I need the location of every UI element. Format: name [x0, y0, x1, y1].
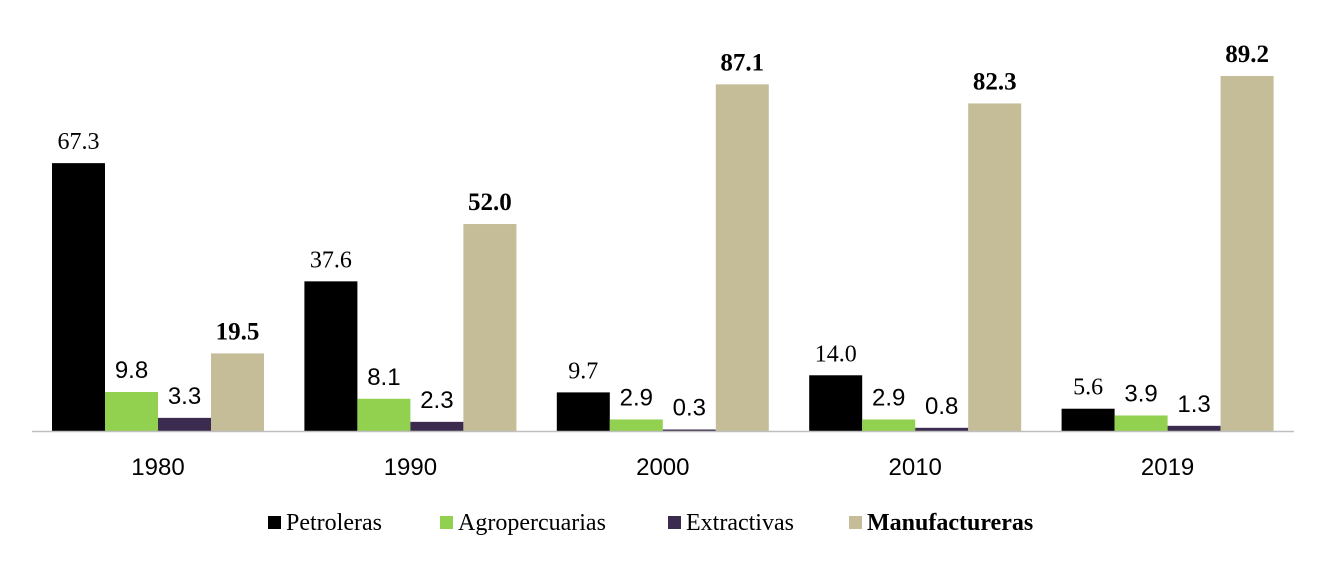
bar-agropercuarias-2000 [609, 419, 663, 431]
bar-manufactureras-1990 [463, 224, 517, 431]
legend-swatch-agropercuarias [440, 516, 453, 529]
bar-manufactureras-2000 [715, 84, 769, 431]
bar-agropercuarias-1980 [105, 391, 158, 431]
bar-extractivas-1980 [158, 417, 211, 431]
value-label-agropercuarias-1990: 8.1 [367, 364, 400, 391]
legend-swatch-manufactureras [849, 516, 862, 529]
legend-swatch-petroleras [268, 516, 281, 529]
bar-agropercuarias-1990 [357, 398, 411, 431]
value-label-petroleras-2010: 14.0 [815, 341, 857, 367]
bar-extractivas-2000 [662, 429, 716, 431]
value-label-petroleras-1990: 37.6 [310, 247, 352, 273]
value-label-petroleras-2019: 5.6 [1073, 375, 1103, 401]
bars-layer [52, 75, 1274, 432]
value-label-manufactureras-2010: 82.3 [973, 68, 1017, 95]
x-tick-label-1980: 1980 [131, 454, 184, 481]
value-label-petroleras-2000: 9.7 [568, 358, 598, 384]
value-label-agropercuarias-2019: 3.9 [1124, 380, 1157, 407]
legend-label-agropercuarias: Agropercuarias [458, 510, 606, 536]
value-label-agropercuarias-2010: 2.9 [872, 384, 905, 411]
value-label-manufactureras-1990: 52.0 [468, 189, 512, 216]
bar-petroleras-2010 [809, 375, 863, 431]
value-label-manufactureras-2000: 87.1 [720, 49, 764, 76]
legend-swatch-extractivas [668, 516, 681, 529]
bar-petroleras-1990 [304, 281, 358, 431]
x-tick-label-1990: 1990 [384, 454, 437, 481]
value-label-extractivas-1990: 2.3 [420, 387, 453, 414]
x-tick-label-2019: 2019 [1141, 454, 1194, 481]
x-axis-tick-labels: 1980 1990 2000 2010 2019 [131, 454, 1194, 481]
bar-manufactureras-1980 [211, 353, 264, 431]
value-label-extractivas-1980: 3.3 [168, 383, 201, 410]
legend: Petroleras Agropercuarias Extractivas Manuf… [268, 510, 1033, 536]
bar-manufactureras-2019 [1220, 75, 1274, 431]
x-tick-label-2010: 2010 [889, 454, 942, 481]
legend-label-manufactureras: Manufactureras [867, 510, 1033, 536]
value-label-agropercuarias-1980: 9.8 [115, 357, 148, 384]
value-label-extractivas-2000: 0.3 [673, 395, 706, 422]
value-label-manufactureras-2019: 89.2 [1225, 41, 1269, 68]
value-labels-layer: 67.3 9.8 3.3 19.5 37.6 8.1 2.3 52.0 9.7 2.9 0.3 87.… [58, 41, 1269, 422]
bar-petroleras-2019 [1061, 408, 1115, 431]
legend-label-petroleras: Petroleras [286, 510, 382, 536]
bar-extractivas-2019 [1167, 425, 1221, 431]
bar-agropercuarias-2019 [1114, 415, 1168, 431]
x-tick-label-2000: 2000 [636, 454, 689, 481]
legend-label-extractivas: Extractivas [686, 510, 794, 536]
value-label-petroleras-1980: 67.3 [58, 129, 100, 155]
value-label-extractivas-2019: 1.3 [1177, 391, 1210, 418]
value-label-manufactureras-1980: 19.5 [216, 318, 260, 345]
bar-extractivas-1990 [410, 421, 464, 431]
bar-petroleras-2000 [556, 392, 610, 431]
bar-extractivas-2010 [915, 427, 969, 431]
value-label-agropercuarias-2000: 2.9 [620, 384, 653, 411]
bar-manufactureras-2010 [968, 103, 1022, 432]
bar-agropercuarias-2010 [862, 419, 916, 431]
value-label-extractivas-2010: 0.8 [925, 393, 958, 420]
bar-petroleras-1980 [52, 163, 105, 431]
